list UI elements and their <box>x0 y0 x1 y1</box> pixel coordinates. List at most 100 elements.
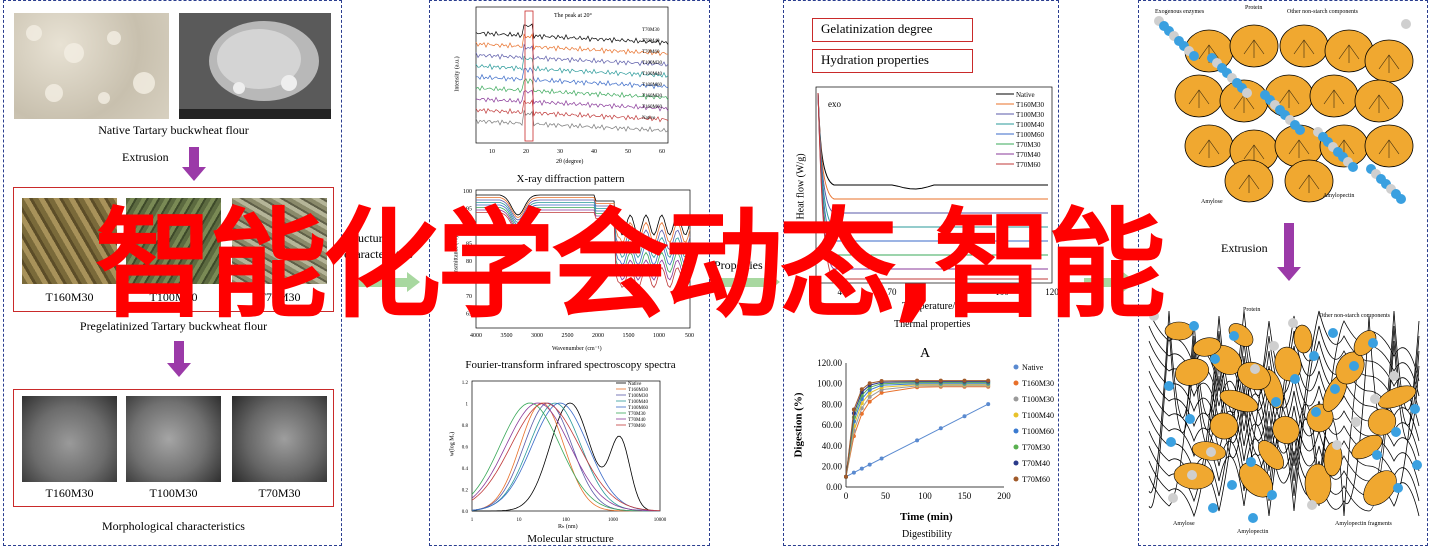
amylopectin-branch <box>1243 144 1265 163</box>
bot-label-other: Other non-starch components <box>1319 313 1390 319</box>
bot-label-amylopectin: Amylopectin <box>1237 529 1269 535</box>
dsc-x-tick: 100 <box>995 287 1009 295</box>
starch-fragment <box>1175 358 1209 386</box>
dsc-legend-label: T70M30 <box>1016 141 1041 149</box>
dsc-legend-label: T70M40 <box>1016 151 1041 159</box>
dig-y-tick: 120.00 <box>817 358 842 368</box>
dig-point <box>986 402 991 407</box>
ftir-y-tick: 95 <box>466 207 472 213</box>
dig-line <box>845 383 989 477</box>
morph-photo-1 <box>22 396 117 482</box>
dig-legend-marker <box>1013 412 1019 418</box>
ftir-x-tick: 500 <box>685 333 694 337</box>
protein-dot <box>1267 490 1277 500</box>
ftir-x-tick: 2000 <box>592 333 604 337</box>
protein-dot <box>1348 162 1358 172</box>
xrd-caption: X-ray diffraction pattern <box>516 173 625 185</box>
starch-fragment <box>1367 408 1397 436</box>
dsc-chart: Native T160M30 T100M30 T100M40 T100M60 T70M30… <box>815 86 1059 295</box>
ftir-y-tick: 65 <box>466 312 472 318</box>
other-component-dot <box>1149 311 1159 321</box>
xrd-series-label: T70M60 <box>642 50 660 55</box>
dig-point <box>986 378 991 383</box>
xrd-ylabel: Intensity (a.u.) <box>454 56 461 92</box>
dig-legend-marker <box>1013 428 1019 434</box>
protein-dot <box>1295 125 1305 135</box>
mol-legend-label: T100M40 <box>628 400 649 405</box>
dig-y-tick: 80.00 <box>822 399 843 409</box>
protein-dot <box>1410 404 1420 414</box>
starch-fragment <box>1219 389 1259 413</box>
ftir-y-tick: 75 <box>466 277 472 283</box>
other-component-dot <box>1187 470 1197 480</box>
other-component-dot <box>1168 493 1178 503</box>
panel-letter: A <box>920 346 931 361</box>
dsc-legend-label: T100M60 <box>1016 131 1045 139</box>
gelatinization-box: Gelatinization degree <box>812 18 973 42</box>
dig-y-tick: 0.00 <box>826 482 842 492</box>
dig-y-tick: 60.00 <box>822 420 843 430</box>
dsc-legend-label: T100M40 <box>1016 121 1045 129</box>
dig-ylabel: Digestion (%) <box>792 392 805 458</box>
dig-line <box>845 380 989 477</box>
morph-label-3: T70M30 <box>258 486 301 500</box>
mol-y-tick: 1 <box>466 403 469 408</box>
starch-fragment <box>1351 434 1383 460</box>
dig-line <box>845 403 989 478</box>
native-flour-photo <box>14 13 169 119</box>
protein-dot <box>1349 361 1359 371</box>
ftir-y-tick: 100 <box>463 189 472 195</box>
protein-dot <box>1393 483 1403 493</box>
dig-x-tick: 0 <box>844 491 849 501</box>
dsc-line <box>817 92 1048 228</box>
structural-arrow <box>346 272 420 292</box>
protein-dot <box>1330 384 1340 394</box>
bot-label-amylose: Amylose <box>1173 521 1195 527</box>
dig-legend-label: T160M30 <box>1022 379 1054 388</box>
top-label-amylopectin: Amylopectin <box>1323 193 1355 199</box>
pregel-photo-3 <box>232 198 327 284</box>
ftir-x-tick: 2500 <box>562 333 574 337</box>
ftir-y-tick: 70 <box>466 294 472 300</box>
amylopectin-branch <box>1378 139 1400 158</box>
ftir-line <box>476 197 691 244</box>
native-sem-photo <box>179 13 331 119</box>
starch-fragment <box>1272 415 1300 445</box>
xrd-note: The peak at 20° <box>554 13 592 19</box>
starch-fragment <box>1353 330 1377 356</box>
dsc-line <box>817 92 1048 200</box>
dsc-exo: exo <box>828 99 841 109</box>
mol-line <box>471 402 660 512</box>
amylopectin-branch <box>1378 54 1400 73</box>
morph-caption: Morphological characteristics <box>102 519 245 533</box>
extrusion-arrow <box>182 147 206 181</box>
dsc-legend-label: T160M30 <box>1016 101 1045 109</box>
other-component-dot <box>1370 394 1380 404</box>
mol-y-tick: 0.2 <box>462 489 469 494</box>
mol-legend-label: T100M30 <box>628 394 649 399</box>
properties-arrow <box>712 272 780 292</box>
bot-label-protein: Protein <box>1243 307 1261 313</box>
other-component-dot <box>1307 500 1317 510</box>
protein-dot <box>1189 321 1199 331</box>
xrd-tick-label: 40 <box>591 149 597 155</box>
pregel-box: T160M30 T100M30 T70M30 <box>13 187 334 312</box>
dsc-xlabel: Temperature/°C <box>902 301 966 312</box>
dig-line <box>845 385 989 477</box>
starch-fragment <box>1164 321 1194 341</box>
amylopectin-branch <box>1288 139 1310 158</box>
other-component-dot <box>1206 447 1216 457</box>
bot-label-fragments: Amylopectin fragments <box>1335 521 1392 527</box>
dig-y-tick: 40.00 <box>822 441 843 451</box>
dig-legend-label: T70M40 <box>1022 459 1050 468</box>
dig-legend-marker <box>1013 476 1019 482</box>
top-label-protein: Protein <box>1245 5 1263 11</box>
protein-dot <box>1246 457 1256 467</box>
dsc-legend-label: T100M30 <box>1016 111 1045 119</box>
mol-x-tick: 10 <box>517 518 523 523</box>
amylopectin-branch <box>1323 89 1345 108</box>
ftir-line <box>476 209 691 281</box>
mol-y-tick: 1.2 <box>462 381 469 386</box>
dig-legend-label: T100M60 <box>1022 427 1054 436</box>
mol-y-tick: 0.4 <box>462 467 469 472</box>
